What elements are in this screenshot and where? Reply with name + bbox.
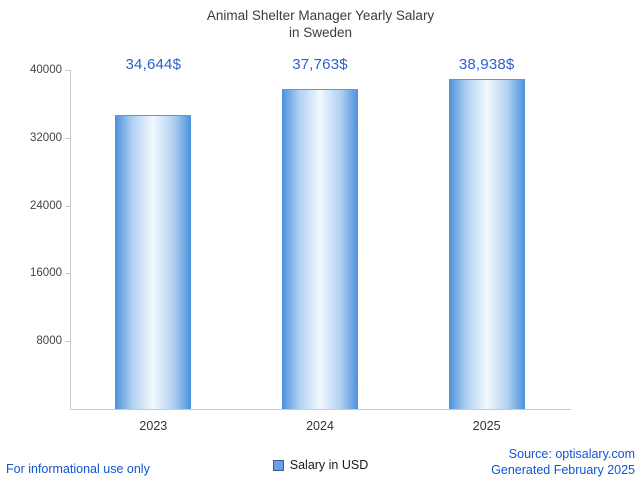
x-axis-tick-label: 2024 <box>306 419 334 433</box>
legend-label: Salary in USD <box>289 458 369 472</box>
source-block: Source: optisalary.com Generated Februar… <box>491 446 635 478</box>
bar-value-label: 34,644$ <box>125 56 182 73</box>
chart-title-line1: Animal Shelter Manager Yearly Salary <box>206 8 435 23</box>
bar-2024 <box>282 88 358 409</box>
y-axis-tick-mark <box>65 137 70 139</box>
bar-2025 <box>448 79 525 409</box>
bar-value-label: 38,938$ <box>458 56 515 73</box>
y-axis-tick-mark <box>65 70 70 71</box>
plot-area <box>70 70 571 410</box>
chart-title: Animal Shelter Manager Yearly Salary in … <box>0 7 641 41</box>
y-axis-tick-mark <box>65 273 70 275</box>
x-axis-tick-label: 2025 <box>472 419 501 433</box>
y-axis-tick-label: 8000 <box>36 335 62 348</box>
y-axis-tick-label: 16000 <box>30 267 62 280</box>
x-axis-tick-label: 2023 <box>139 419 168 433</box>
y-axis-tick-label: 32000 <box>30 131 62 144</box>
y-axis-tick-label: 24000 <box>30 199 62 212</box>
legend-marker-icon <box>272 459 284 471</box>
y-axis-tick-label: 40000 <box>30 64 62 76</box>
disclaimer-text: For informational use only <box>6 462 150 476</box>
y-axis-tick-mark <box>65 205 70 207</box>
bar-2023 <box>115 115 192 409</box>
generated-date: Generated February 2025 <box>491 463 635 477</box>
chart-title-line2: in Sweden <box>288 25 353 40</box>
source-link[interactable]: Source: optisalary.com <box>508 447 635 461</box>
bar-value-label: 37,763$ <box>292 56 348 73</box>
legend[interactable]: Salary in USD <box>0 458 641 472</box>
y-axis-tick-mark <box>65 341 70 343</box>
